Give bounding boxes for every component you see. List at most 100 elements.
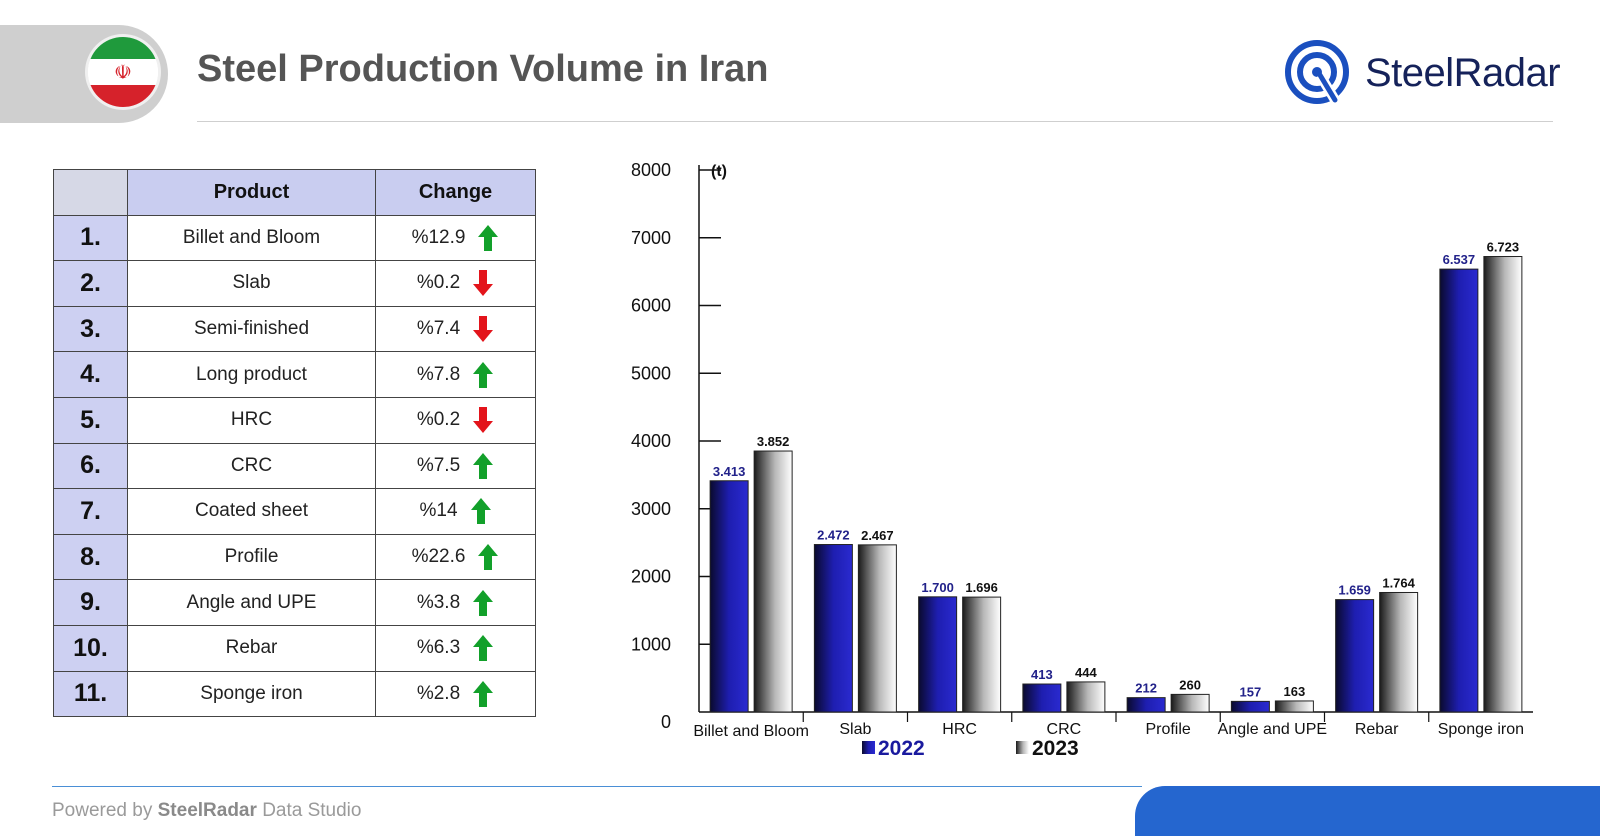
change-value: %14 xyxy=(419,500,458,522)
row-index: 8. xyxy=(53,533,128,581)
x-tick-label: Billet and Bloom xyxy=(693,723,809,740)
bar-2022 xyxy=(1126,697,1166,713)
bar-2022 xyxy=(918,596,958,713)
row-change: %2.8 xyxy=(375,670,536,718)
row-product: Rebar xyxy=(127,624,376,672)
data-label: 3.852 xyxy=(757,434,790,449)
data-label: 1.659 xyxy=(1338,583,1371,598)
data-label: 2.472 xyxy=(817,528,850,543)
trend-down-arrow-icon xyxy=(472,269,494,297)
table-row: 3. Semi-finished %7.4 xyxy=(53,305,536,353)
legend-label: 2022 xyxy=(878,737,925,760)
row-index: 4. xyxy=(53,351,128,398)
page-title: Steel Production Volume in Iran xyxy=(197,48,769,90)
row-product: Profile xyxy=(127,533,376,581)
row-change: %7.4 xyxy=(375,305,536,353)
production-bar-chart: 0 1000 2000 3000 4000 5000 6000 7000 8000 (t) 3.41… xyxy=(631,160,1533,760)
change-value: %12.9 xyxy=(411,226,466,248)
row-index: 6. xyxy=(53,442,128,490)
table-row: 5. HRC %0.2 xyxy=(53,396,536,444)
data-label: 212 xyxy=(1135,681,1157,696)
y-tick-label: 5000 xyxy=(631,363,671,383)
legend-swatch-2022 xyxy=(862,741,875,754)
row-product: Semi-finished xyxy=(127,305,376,353)
change-value: %6.3 xyxy=(416,637,461,659)
footer-accent-bar xyxy=(1135,786,1600,836)
row-product: Coated sheet xyxy=(127,488,376,535)
data-label: 6.537 xyxy=(1443,252,1476,267)
x-tick-label: HRC xyxy=(942,721,977,738)
title-divider xyxy=(197,121,1553,122)
trend-up-arrow-icon xyxy=(477,224,499,252)
row-product: Long product xyxy=(127,351,376,398)
change-value: %7.4 xyxy=(416,318,461,340)
data-label: 163 xyxy=(1284,684,1306,699)
y-tick-label: 8000 xyxy=(631,160,671,180)
y-tick-label: 2000 xyxy=(631,567,671,587)
change-table: Product Change 1. Billet and Bloom %12.9 2.… xyxy=(53,169,536,718)
row-change: %6.3 xyxy=(375,624,536,672)
trend-down-arrow-icon xyxy=(472,406,494,434)
row-product: HRC xyxy=(127,396,376,444)
bar-2023 xyxy=(1066,681,1106,713)
data-label: 3.413 xyxy=(713,464,746,479)
steelradar-logo-icon xyxy=(1285,40,1349,104)
x-tick-label: Slab xyxy=(839,721,871,738)
trend-up-arrow-icon xyxy=(472,634,494,662)
bar-2023 xyxy=(962,596,1002,713)
table-row: 11. Sponge iron %2.8 xyxy=(53,670,536,718)
bar-2023 xyxy=(1170,693,1210,713)
table-row: 6. CRC %7.5 xyxy=(53,442,536,490)
x-tick-label: Rebar xyxy=(1355,721,1399,738)
table-row: 2. Slab %0.2 xyxy=(53,260,536,307)
change-header: Change xyxy=(375,169,536,216)
row-product: CRC xyxy=(127,442,376,490)
data-label: 1.700 xyxy=(921,580,954,595)
change-value: %0.2 xyxy=(416,272,461,294)
row-change: %7.5 xyxy=(375,442,536,490)
table-row: 10. Rebar %6.3 xyxy=(53,624,536,672)
table-header-row: Product Change xyxy=(53,169,536,216)
row-index: 11. xyxy=(53,670,128,718)
footer-credit: Powered by SteelRadar Data Studio xyxy=(52,800,361,822)
data-label: 413 xyxy=(1031,667,1053,682)
data-label: 2.467 xyxy=(861,528,894,543)
change-value: %0.2 xyxy=(416,409,461,431)
steelradar-logo: SteelRadar xyxy=(1283,38,1563,110)
trend-up-arrow-icon xyxy=(472,680,494,708)
x-tick-label: Angle and UPE xyxy=(1218,721,1327,738)
x-tick-label: CRC xyxy=(1047,721,1082,738)
trend-up-arrow-icon xyxy=(472,452,494,480)
change-value: %7.5 xyxy=(416,454,461,476)
table-row: 4. Long product %7.8 xyxy=(53,351,536,398)
change-value: %22.6 xyxy=(411,546,466,568)
row-change: %7.8 xyxy=(375,351,536,398)
row-change: %0.2 xyxy=(375,260,536,307)
table-row: 7. Coated sheet %14 xyxy=(53,488,536,535)
bar-2022 xyxy=(1439,268,1479,713)
footer-brand: SteelRadar xyxy=(157,800,257,821)
x-tick-label: Sponge iron xyxy=(1438,721,1524,738)
row-product: Angle and UPE xyxy=(127,579,376,626)
row-product: Billet and Bloom xyxy=(127,214,376,262)
change-value: %2.8 xyxy=(416,682,461,704)
legend-label: 2023 xyxy=(1032,737,1079,760)
trend-down-arrow-icon xyxy=(472,315,494,343)
y-tick-label: 4000 xyxy=(631,431,671,451)
y-tick-label: 6000 xyxy=(631,296,671,316)
y-tick-label: 0 xyxy=(661,712,671,732)
change-value: %7.8 xyxy=(416,363,461,385)
data-label: 1.696 xyxy=(965,580,998,595)
data-label: 6.723 xyxy=(1487,240,1520,255)
table-row: 1. Billet and Bloom %12.9 xyxy=(53,214,536,262)
bar-2022 xyxy=(709,480,749,713)
legend-swatch-2023 xyxy=(1016,741,1029,754)
bar-2023 xyxy=(857,544,897,713)
bar-2022 xyxy=(1022,683,1062,713)
trend-up-arrow-icon xyxy=(477,543,499,571)
footer-divider xyxy=(52,786,1142,787)
row-index: 5. xyxy=(53,396,128,444)
row-change: %0.2 xyxy=(375,396,536,444)
row-product: Slab xyxy=(127,260,376,307)
table-row: 8. Profile %22.6 xyxy=(53,533,536,581)
